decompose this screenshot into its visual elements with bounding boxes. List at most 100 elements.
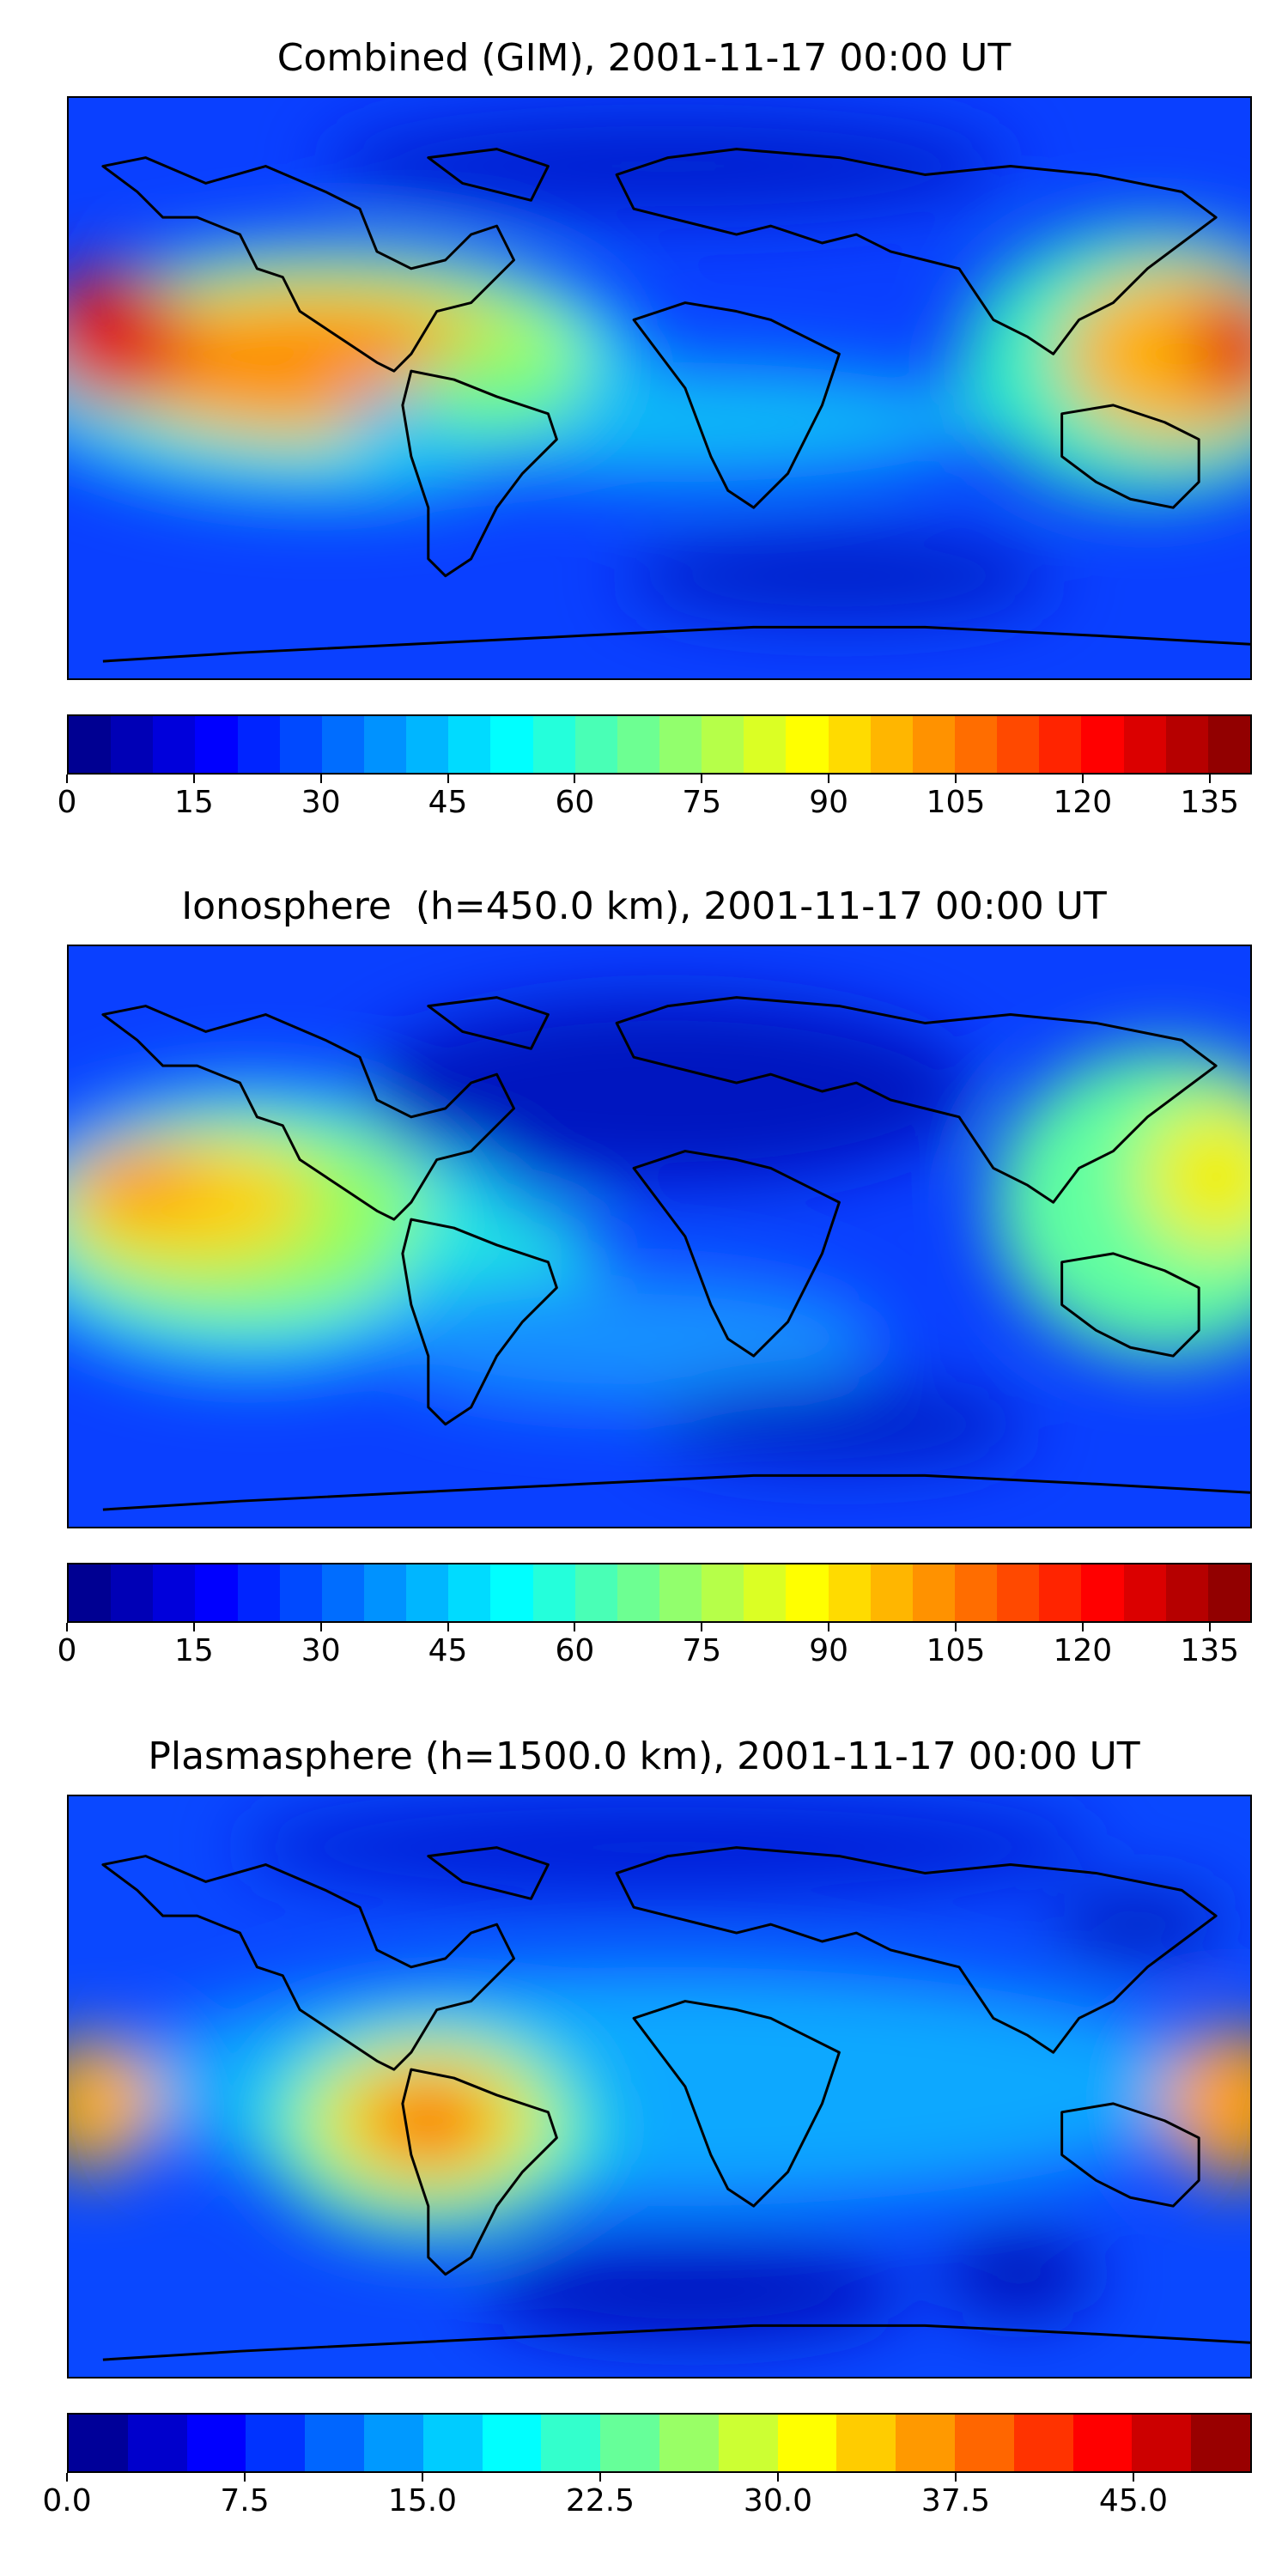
colorbar-segment [1013, 2415, 1073, 2471]
panel-2-colorbar [67, 1563, 1252, 1623]
panel-3-coastlines [101, 1846, 1250, 2361]
colorbar-tick [1208, 1623, 1211, 1631]
colorbar-tick [66, 1623, 68, 1631]
colorbar-tick-label: 45 [428, 785, 468, 820]
colorbar-segment [321, 1564, 364, 1621]
colorbar-segment [912, 716, 955, 773]
colorbar-segment [1123, 1564, 1166, 1621]
colorbar-segment [237, 1564, 280, 1621]
panel-1-colorbar-ticks: 0 15 30 45 60 75 90 105 120 135 [58, 775, 1252, 826]
colorbar-tick [1081, 775, 1084, 783]
colorbar-segment [1207, 1564, 1250, 1621]
colorbar-segment [1123, 716, 1166, 773]
colorbar-segment [617, 1564, 659, 1621]
colorbar-tick-label: 90 [809, 1633, 849, 1668]
colorbar-segment [870, 1564, 913, 1621]
colorbar-tick [599, 2473, 601, 2482]
colorbar-tick [955, 1623, 957, 1631]
colorbar-segment [195, 716, 238, 773]
colorbar-tick [828, 775, 830, 783]
panel-1-colorbar [67, 714, 1252, 775]
panel-1-map-svg [69, 98, 1250, 678]
colorbar-tick-label: 60 [555, 785, 595, 820]
colorbar-segment [744, 1564, 787, 1621]
colorbar-segment [1081, 716, 1124, 773]
panel-3-map-svg [69, 1796, 1250, 2377]
colorbar-segment [574, 1564, 617, 1621]
panel-2-colorbar-ticks: 0 15 30 45 60 75 90 105 120 135 [58, 1623, 1252, 1674]
colorbar-tick [701, 775, 703, 783]
panel-1-coastlines [101, 148, 1250, 663]
colorbar-segment [997, 716, 1040, 773]
colorbar-tick-label: 7.5 [220, 2483, 270, 2518]
colorbar-segment [490, 1564, 533, 1621]
colorbar-segment [836, 2415, 896, 2471]
colorbar-segment [279, 716, 322, 773]
colorbar-tick-label: 0 [57, 785, 77, 820]
colorbar-segment [1039, 716, 1082, 773]
colorbar-segment [541, 2415, 601, 2471]
colorbar-tick-label: 30 [301, 785, 341, 820]
colorbar-segment [448, 716, 491, 773]
colorbar-segment [448, 1564, 491, 1621]
colorbar-segment [111, 716, 154, 773]
colorbar-segment [321, 716, 364, 773]
colorbar-tick-label: 30 [301, 1633, 341, 1668]
colorbar-segment [786, 716, 829, 773]
colorbar-segment [1081, 1564, 1124, 1621]
colorbar-segment [153, 1564, 196, 1621]
colorbar-segment [702, 1564, 744, 1621]
colorbar-tick [574, 1623, 576, 1631]
colorbar-segment [532, 716, 575, 773]
colorbar-tick [192, 1623, 195, 1631]
colorbar-segment [744, 716, 787, 773]
colorbar-tick-label: 22.5 [565, 2483, 635, 2518]
colorbar-segment [1191, 2415, 1250, 2471]
panel-3-map [67, 1795, 1252, 2379]
colorbar-segment [1132, 2415, 1192, 2471]
panel-2-title: Ionosphere (h=450.0 km), 2001-11-17 00:0… [181, 884, 1107, 928]
colorbar-tick-label: 15 [173, 1633, 214, 1668]
colorbar-segment [153, 716, 196, 773]
colorbar-segment [1039, 1564, 1082, 1621]
colorbar-tick [701, 1623, 703, 1631]
colorbar-tick-label: 15 [173, 785, 214, 820]
colorbar-segment [363, 716, 407, 773]
colorbar-tick-label: 30.0 [743, 2483, 813, 2518]
colorbar-segment [127, 2415, 187, 2471]
colorbar-tick [574, 775, 576, 783]
colorbar-segment [111, 1564, 154, 1621]
colorbar-tick [244, 2473, 246, 2482]
colorbar-segment [912, 1564, 955, 1621]
colorbar-segment [777, 2415, 837, 2471]
colorbar-tick-label: 37.5 [920, 2483, 991, 2518]
colorbar-segment [659, 2415, 719, 2471]
colorbar-tick-label: 45.0 [1098, 2483, 1169, 2518]
colorbar-segment [828, 1564, 871, 1621]
panel-3-title: Plasmasphere (h=1500.0 km), 2001-11-17 0… [148, 1735, 1140, 1778]
colorbar-tick-label: 90 [809, 785, 849, 820]
colorbar-tick-label: 135 [1180, 785, 1240, 820]
colorbar-segment [896, 2415, 955, 2471]
colorbar-tick-label: 45 [428, 1633, 468, 1668]
colorbar-segment [69, 2415, 128, 2471]
panel-2-coastlines [101, 996, 1250, 1511]
colorbar-tick [66, 775, 68, 783]
colorbar-tick [447, 1623, 449, 1631]
colorbar-segment [237, 716, 280, 773]
colorbar-tick [828, 1623, 830, 1631]
colorbar-segment [279, 1564, 322, 1621]
colorbar-tick [1208, 775, 1211, 783]
colorbar-tick [447, 775, 449, 783]
colorbar-segment [617, 716, 659, 773]
colorbar-segment [69, 1564, 112, 1621]
colorbar-segment [954, 1564, 998, 1621]
colorbar-tick [955, 775, 957, 783]
colorbar-segment [1072, 2415, 1133, 2471]
colorbar-tick-label: 75 [682, 1633, 722, 1668]
colorbar-segment [659, 716, 702, 773]
colorbar-tick [319, 1623, 322, 1631]
colorbar-tick [955, 2473, 957, 2482]
colorbar-segment [186, 2415, 246, 2471]
colorbar-tick [1081, 1623, 1084, 1631]
